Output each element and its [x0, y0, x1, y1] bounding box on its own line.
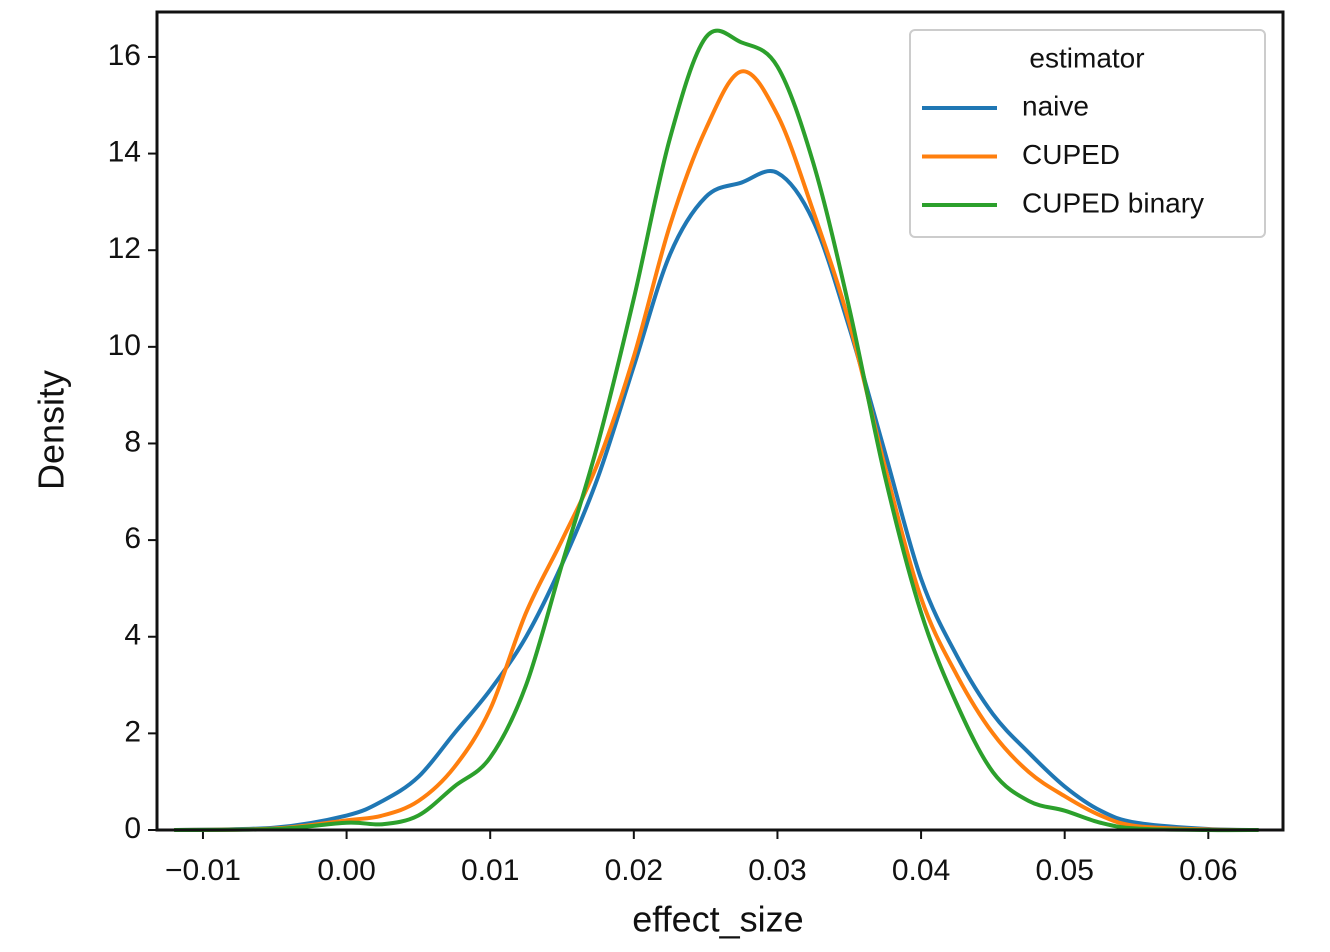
- density-line: [174, 69, 1259, 832]
- x-tick-label: 0.03: [748, 854, 806, 887]
- y-tick-label: 2: [124, 715, 141, 748]
- y-tick-label: 0: [124, 812, 141, 845]
- y-tick-label: 6: [124, 522, 141, 555]
- x-tick-label: 0.00: [317, 854, 375, 887]
- y-tick-label: 12: [108, 232, 141, 265]
- y-tick-label: 4: [124, 619, 141, 652]
- density-line: [174, 28, 1259, 833]
- y-tick-label: 10: [108, 329, 141, 362]
- x-tick-label: 0.01: [461, 854, 519, 887]
- x-tick-label: −0.01: [165, 854, 241, 887]
- plot-frame: [155, 10, 1285, 832]
- y-tick-label: 14: [108, 135, 141, 168]
- legend-title: estimator: [1029, 42, 1144, 73]
- x-tick-label: 0.02: [605, 854, 663, 887]
- x-tick-label: 0.06: [1179, 854, 1237, 887]
- x-tick-label: 0.05: [1035, 854, 1093, 887]
- x-axis-label: effect_size: [632, 899, 803, 940]
- legend-label: CUPED binary: [1022, 187, 1204, 218]
- legend-label: CUPED: [1022, 139, 1120, 170]
- y-axis-label: Density: [31, 370, 72, 490]
- x-tick-label: 0.04: [892, 854, 950, 887]
- y-tick-label: 8: [124, 425, 141, 458]
- legend-box: [909, 29, 1266, 238]
- density-line: [174, 169, 1259, 832]
- legend-label: naive: [1022, 90, 1089, 121]
- y-tick-label: 16: [108, 39, 141, 72]
